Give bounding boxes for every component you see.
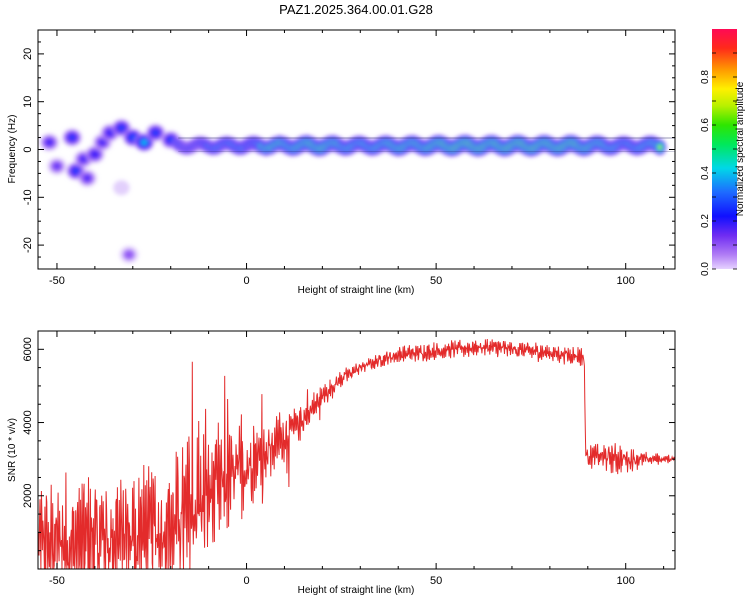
- snr-axes: -50 0 50 100 6000 4000 2000: [22, 330, 675, 587]
- snr-y-label: SNR (10 * v/v): [7, 418, 18, 482]
- snr-series-line: [38, 338, 675, 569]
- spectrogram-x-tick-label: 50: [430, 275, 442, 287]
- spectrogram-blob-12: [145, 123, 166, 142]
- spectrogram-y-tick-label: 0: [22, 146, 34, 152]
- spectrogram-blob-15: [113, 180, 130, 196]
- figure-title: PAZ1.2025.364.00.01.G28: [279, 2, 433, 17]
- spectrogram-ridge-segment: [653, 138, 667, 156]
- spectrogram-marks: [39, 118, 675, 264]
- spectrogram-blob-14: [119, 246, 139, 264]
- snr-x-tick-label: 100: [617, 575, 635, 587]
- snr-x-tick-label: 50: [430, 575, 442, 587]
- spectrogram-y-tick-label: -10: [22, 189, 34, 205]
- colorbar-ticks: 0.0 0.2 0.4 0.6 0.8: [700, 52, 737, 276]
- snr-frame: [37, 330, 676, 570]
- spectrogram-x-label: Height of straight line (km): [298, 285, 415, 296]
- spectrogram-x-tick-label: 100: [617, 275, 635, 287]
- colorbar-tick-label: 0.2: [700, 214, 711, 228]
- spectrogram-y-tick-label: 20: [22, 48, 34, 60]
- snr-panel: -50 0 50 100 6000 4000 2000 Height of straight…: [7, 330, 676, 596]
- spectrogram-y-tick-label: 10: [22, 96, 34, 108]
- colorbar-tick-label: 0.6: [700, 118, 711, 132]
- colorbar: 0.0 0.2 0.4 0.6 0.8 Normalized spectral ampl…: [700, 29, 746, 276]
- colorbar-gradient: [712, 29, 737, 269]
- snr-y-tick-label: 4000: [22, 410, 34, 434]
- snr-x-tick-label: -50: [49, 575, 65, 587]
- spectrogram-x-tick-label: -50: [49, 275, 65, 287]
- colorbar-tick-label: 0.0: [700, 262, 711, 276]
- spectrogram-blob-1: [47, 157, 67, 175]
- snr-y-tick-label: 6000: [22, 337, 34, 361]
- spectrogram-blob-0: [39, 133, 60, 152]
- spectrogram-x-tick-label: 0: [243, 275, 249, 287]
- colorbar-tick-label: 0.4: [700, 166, 711, 180]
- colorbar-label: Normalized spectral amplitude: [735, 81, 746, 216]
- spectrogram-blob-5: [77, 169, 98, 188]
- snr-x-tick-label: 0: [243, 575, 249, 587]
- spectrogram-blob-2: [62, 128, 83, 147]
- spectrogram-y-label: Frequency (Hz): [7, 115, 18, 184]
- colorbar-tick-label: 0.8: [700, 70, 711, 84]
- snr-y-tick-label: 2000: [22, 484, 34, 508]
- spectrogram-y-tick-label: -20: [22, 237, 34, 253]
- snr-x-label: Height of straight line (km): [298, 585, 415, 596]
